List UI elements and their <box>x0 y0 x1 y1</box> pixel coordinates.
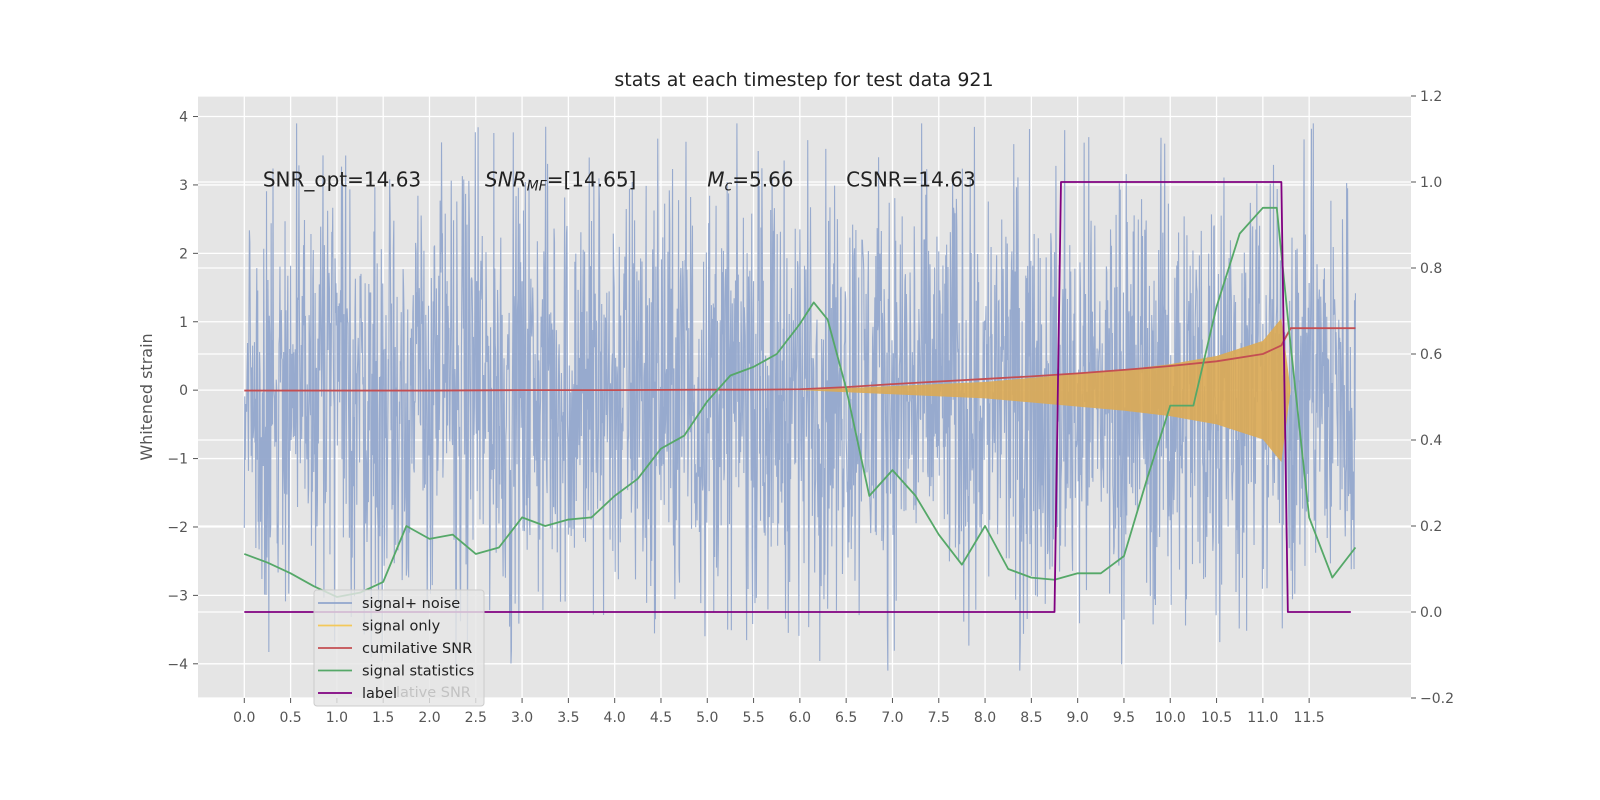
signal-envelope <box>799 318 1356 462</box>
series-line <box>243 206 1357 598</box>
y-left-tick-label: −4 <box>167 657 188 673</box>
y-right-tick-label: 0.6 <box>1420 347 1442 363</box>
y-right-tick-label: 1.0 <box>1420 175 1442 191</box>
x-tick-label: 10.5 <box>1201 710 1232 726</box>
x-tick-label: 7.0 <box>881 710 903 726</box>
x-tick-label: 11.0 <box>1247 710 1278 726</box>
y-right-tick-label: 0.0 <box>1420 605 1442 621</box>
chart-title: stats at each timestep for test data 921 <box>614 69 993 91</box>
y-left-tick-label: 0 <box>179 383 188 399</box>
legend-entry: signal+ noise <box>362 596 460 612</box>
x-tick-label: 6.0 <box>789 710 811 726</box>
y-right-tick-label: −0.2 <box>1420 691 1454 707</box>
y-left-tick-label: −3 <box>167 588 188 604</box>
x-tick-label: 11.5 <box>1294 710 1325 726</box>
ticks: 0.0 0.5 1.0 1.5 2.0 2.5 3.0 3.5 4.0 4.5 5.0 5.5 6.0 6… <box>167 89 1454 726</box>
y-left-tick-label: 2 <box>179 246 188 262</box>
x-tick-label: 4.0 <box>604 710 626 726</box>
x-tick-label: 9.5 <box>1113 710 1135 726</box>
series-layer <box>243 123 1357 671</box>
x-tick-label: 0.5 <box>279 710 301 726</box>
x-tick-label: 4.5 <box>650 710 672 726</box>
x-tick-label: 5.5 <box>742 710 764 726</box>
y-right-tick-label: 0.2 <box>1420 519 1442 535</box>
x-tick-label: 6.5 <box>835 710 857 726</box>
legend: lative SNR signal+ noise signal only cumila… <box>313 589 485 707</box>
x-tick-label: 7.5 <box>928 710 950 726</box>
series-signal-only <box>799 318 1356 462</box>
series-line <box>244 181 1351 613</box>
x-tick-label: 10.0 <box>1155 710 1186 726</box>
x-tick-label: 8.0 <box>974 710 996 726</box>
x-tick-label: 9.0 <box>1067 710 1089 726</box>
x-tick-label: 2.0 <box>418 710 440 726</box>
y-right-tick-label: 0.4 <box>1420 433 1442 449</box>
x-tick-label: 0.0 <box>233 710 255 726</box>
y-left-tick-label: 4 <box>179 110 188 126</box>
series-cumilative-snr <box>244 327 1356 392</box>
x-tick-label: 1.0 <box>326 710 348 726</box>
x-tick-label: 5.0 <box>696 710 718 726</box>
annotation-4: CSNR=14.63 <box>846 167 976 191</box>
x-tick-label: 1.5 <box>372 710 394 726</box>
noise-trace <box>243 123 1356 671</box>
x-tick-label: 3.0 <box>511 710 533 726</box>
legend-entry: signal only <box>362 619 441 635</box>
series-line <box>244 327 1356 392</box>
y-left-tick-label: 3 <box>179 178 188 194</box>
series-signal-statistics <box>243 206 1357 598</box>
annotation-3: Mc=5.66 <box>707 167 793 194</box>
y-left-tick-label: −1 <box>167 452 188 468</box>
y-left-tick-label: 1 <box>179 315 188 331</box>
annotations: SNR_opt=14.63 SNRMF=[14.65] Mc=5.66 CSNR=14… <box>263 167 976 194</box>
annotation-1: SNR_opt=14.63 <box>263 167 421 191</box>
legend-entry: signal statistics <box>362 664 474 680</box>
y-axis-label: Whitened strain <box>137 333 156 460</box>
legend-occluded-text: lative SNR <box>396 685 471 701</box>
legend-entry: cumilative SNR <box>362 641 472 657</box>
y-left-tick-label: −2 <box>167 520 188 536</box>
x-tick-label: 2.5 <box>465 710 487 726</box>
x-tick-label: 3.5 <box>557 710 579 726</box>
legend-box <box>313 589 485 707</box>
annotation-2: SNRMF=[14.65] <box>485 167 636 194</box>
x-tick-label: 8.5 <box>1020 710 1042 726</box>
legend-entry: label <box>362 686 397 702</box>
y-right-tick-label: 0.8 <box>1420 261 1442 277</box>
y-right-tick-label: 1.2 <box>1420 89 1442 105</box>
series-signal-noise <box>243 123 1356 671</box>
series-label <box>244 181 1351 613</box>
